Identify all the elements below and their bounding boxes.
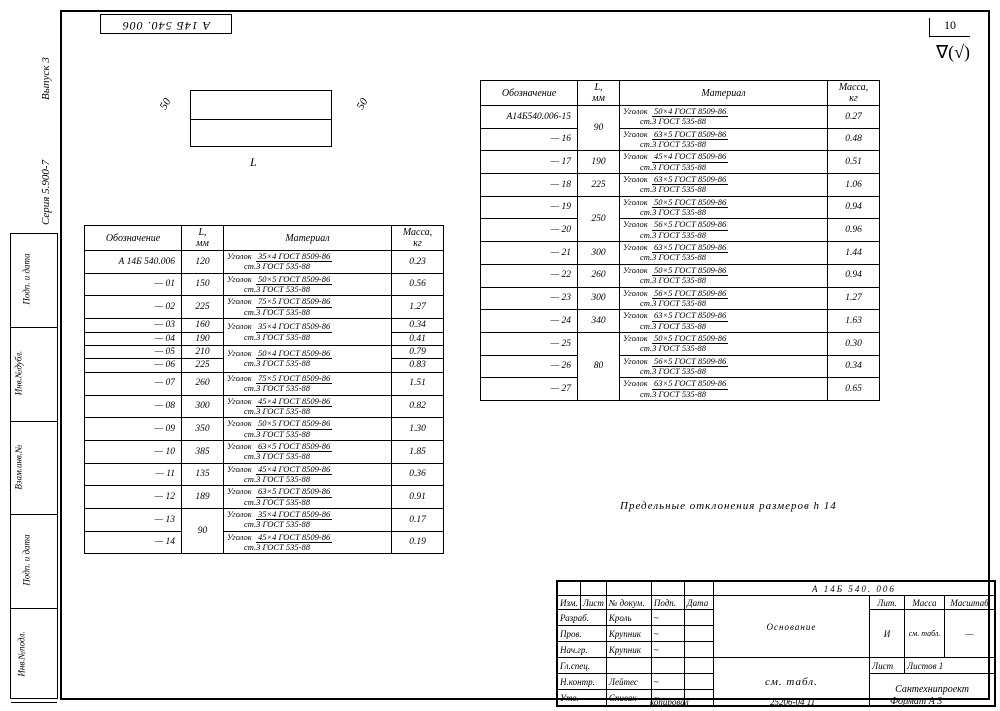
rotated-code-box: А 14Б 540. 006 [100,14,232,34]
spec-table-2: ОбозначениеL,ммМатериалМасса,кгА14Б540.0… [480,80,880,401]
sketch-diagram: 50 50 L [170,80,350,180]
page-number: 10 [929,18,970,37]
format-label: Формат А 3 [890,696,942,707]
copied-label: копировал [650,697,689,707]
side-label-boxes: Подп. и дата Инв.№дубл. Взам.инв.№ Подп.… [10,233,58,699]
stamp-mark: ∇(√) [936,42,970,63]
spec-table-1: ОбозначениеL,ммМатериалМасса,кгА 14Б 540… [84,225,444,554]
series-label: Серия 5.900-7 [40,160,52,225]
issue-label: Выпуск 3 [40,57,52,100]
tolerance-note: Предельные отклонения размеров h 14 [620,500,837,512]
code-num: 25206-04 11 [770,697,815,707]
title-block: А 14Б 540. 006 Изм.Лист№ докум.Подп.Дата… [556,580,996,707]
